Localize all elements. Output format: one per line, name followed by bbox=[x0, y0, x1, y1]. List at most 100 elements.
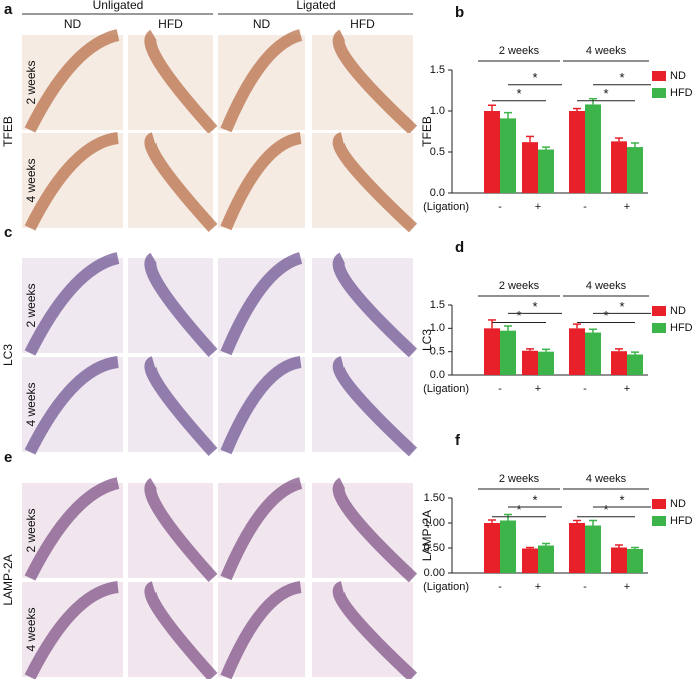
bar bbox=[627, 549, 643, 573]
vessel-wall bbox=[332, 252, 418, 358]
panel-letter: a bbox=[4, 1, 13, 18]
bar bbox=[500, 330, 516, 375]
row-label: 2 weeks bbox=[24, 508, 38, 552]
x-tick-label: - bbox=[583, 383, 587, 395]
bar bbox=[569, 523, 585, 573]
vessel-wall bbox=[220, 581, 302, 679]
bar bbox=[538, 545, 554, 573]
significance-mark: * bbox=[516, 502, 521, 517]
x-tick-label: + bbox=[624, 581, 630, 593]
y-tick-label: 1.00 bbox=[424, 517, 445, 529]
x-tick-label: + bbox=[624, 383, 630, 395]
row-label: 2 weeks bbox=[24, 283, 38, 327]
legend-swatch bbox=[652, 88, 666, 98]
vessel-wall bbox=[144, 356, 218, 457]
significance-mark: * bbox=[516, 308, 521, 323]
x-tick-label: + bbox=[535, 581, 541, 593]
legend-label: ND bbox=[670, 305, 686, 317]
group-label: 2 weeks bbox=[499, 473, 540, 485]
bar bbox=[522, 350, 538, 375]
bar bbox=[569, 111, 585, 193]
significance-mark: * bbox=[603, 86, 608, 101]
group-label: 4 weeks bbox=[586, 473, 627, 485]
x-axis-label: (Ligation) bbox=[423, 581, 469, 593]
y-axis-label: LAMP-2A bbox=[420, 510, 434, 561]
bar bbox=[538, 351, 554, 375]
vessel-wall bbox=[332, 132, 418, 233]
row-label: 2 weeks bbox=[24, 60, 38, 104]
legend-swatch bbox=[652, 323, 666, 333]
significance-mark: * bbox=[619, 299, 624, 314]
panel-letter: f bbox=[455, 432, 461, 449]
bar bbox=[522, 142, 538, 193]
x-tick-label: + bbox=[624, 201, 630, 213]
y-tick-label: 0.5 bbox=[430, 146, 445, 158]
vessel-wall bbox=[220, 132, 302, 231]
marker-label: LC3 bbox=[1, 344, 15, 366]
significance-mark: * bbox=[603, 502, 608, 517]
column-group-label: Unligated bbox=[93, 0, 144, 12]
y-tick-label: 1.0 bbox=[430, 105, 445, 117]
x-tick-label: - bbox=[583, 581, 587, 593]
vessel-wall bbox=[144, 252, 218, 358]
x-axis-label: (Ligation) bbox=[423, 201, 469, 213]
bar bbox=[484, 328, 500, 375]
vessel-wall bbox=[24, 29, 120, 133]
bar bbox=[522, 548, 538, 573]
significance-mark: * bbox=[603, 308, 608, 323]
bar bbox=[484, 111, 500, 193]
column-label: HFD bbox=[350, 17, 375, 31]
bar bbox=[611, 351, 627, 375]
x-tick-label: - bbox=[498, 201, 502, 213]
vessel-wall bbox=[24, 356, 119, 455]
y-tick-label: 0.0 bbox=[430, 369, 445, 381]
legend-swatch bbox=[652, 71, 666, 81]
vessel-wall bbox=[144, 132, 218, 233]
vessel-wall bbox=[24, 581, 119, 679]
panel-letter: b bbox=[455, 4, 464, 21]
vessel-wall bbox=[332, 581, 418, 679]
legend-swatch bbox=[652, 499, 666, 509]
x-tick-label: + bbox=[535, 383, 541, 395]
vessel-wall bbox=[24, 477, 120, 581]
y-tick-label: 0.50 bbox=[424, 542, 445, 554]
bar bbox=[484, 523, 500, 573]
group-label: 2 weeks bbox=[499, 45, 540, 57]
group-label: 4 weeks bbox=[586, 280, 627, 292]
bar bbox=[627, 147, 643, 193]
bar bbox=[500, 118, 516, 193]
vessel-wall bbox=[332, 477, 418, 583]
vessel-wall bbox=[220, 29, 303, 133]
column-group-label: Ligated bbox=[296, 0, 335, 12]
vessel-wall bbox=[144, 581, 218, 679]
bar bbox=[585, 104, 601, 193]
y-tick-label: 0.5 bbox=[430, 346, 445, 358]
vessel-wall bbox=[144, 29, 218, 135]
panel-letter: c bbox=[4, 224, 12, 241]
row-label: 4 weeks bbox=[24, 158, 38, 202]
x-tick-label: + bbox=[535, 201, 541, 213]
row-label: 4 weeks bbox=[24, 382, 38, 426]
marker-label: LAMP-2A bbox=[1, 554, 15, 605]
significance-mark: * bbox=[532, 492, 537, 507]
vessel-wall bbox=[24, 252, 120, 356]
marker-label: TFEB bbox=[1, 116, 15, 147]
group-label: 2 weeks bbox=[499, 280, 540, 292]
y-axis-label: TFEB bbox=[420, 116, 434, 147]
legend-label: HFD bbox=[670, 515, 693, 527]
y-tick-label: 0.0 bbox=[430, 187, 445, 199]
bar bbox=[611, 141, 627, 193]
row-label: 4 weeks bbox=[24, 607, 38, 651]
bar bbox=[538, 149, 554, 193]
bar bbox=[627, 354, 643, 375]
legend-label: HFD bbox=[670, 87, 693, 99]
significance-mark: * bbox=[532, 70, 537, 85]
panel-letter: e bbox=[4, 449, 12, 466]
bar bbox=[585, 332, 601, 375]
vessel-wall bbox=[220, 252, 303, 356]
vessel-wall bbox=[220, 477, 303, 581]
x-axis-label: (Ligation) bbox=[423, 383, 469, 395]
y-tick-label: 0.00 bbox=[424, 567, 445, 579]
group-label: 4 weeks bbox=[586, 45, 627, 57]
